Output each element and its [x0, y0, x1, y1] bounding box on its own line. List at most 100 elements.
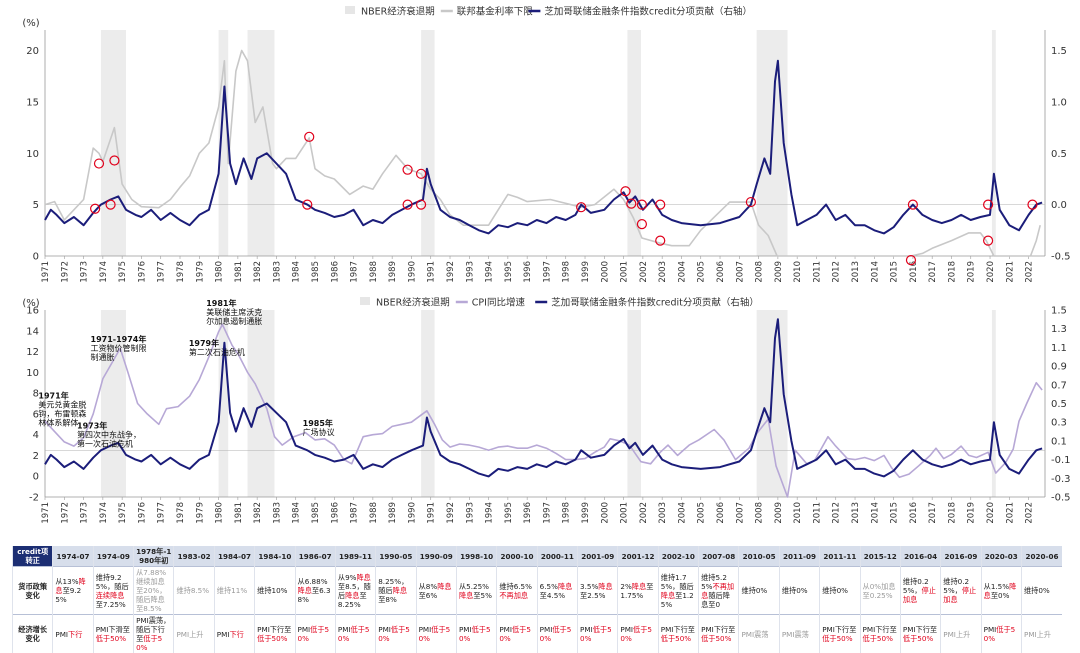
c1-recession-band-4 — [627, 30, 641, 256]
c2-ytick-right-4: 0.3 — [1051, 418, 1067, 429]
table-row-label: 经济增长变化 — [13, 615, 53, 653]
c2-annotation-3-line-0: 1971年 — [38, 391, 68, 401]
cell-text: 降息 — [661, 591, 675, 600]
table-col-header: 2011-09 — [779, 546, 819, 567]
c1-xtick-48: 2019 — [967, 261, 977, 283]
table-col-header: 2016-09 — [941, 546, 981, 567]
c2-annotation-0-line-2: 尔加息遏制通胀 — [206, 316, 262, 326]
cell-text: 低于50% — [257, 634, 287, 643]
c2-annotation-4-line-2: 第一次石油危机 — [77, 438, 133, 448]
c2-annotation-0-line-0: 1981年 — [206, 298, 236, 308]
cell-text: PMI — [459, 625, 472, 634]
cell-text: 低于50% — [661, 634, 691, 643]
c2-annotation-2-line-2: 制通胀 — [91, 352, 115, 362]
c1-xtick-4: 1975 — [118, 261, 128, 283]
table-cell: PMI低于50% — [578, 615, 618, 653]
table-cell: PMI下行至低于50% — [820, 615, 860, 653]
cell-text: PMI下行至 — [701, 625, 735, 634]
c2-xtick-28: 1999 — [581, 502, 591, 524]
c1-xtick-46: 2017 — [928, 261, 938, 283]
c1-xtick-9: 1980 — [215, 261, 225, 283]
table-cell: PMI上升 — [941, 615, 981, 653]
table-cell: 6.5%降息至4.5% — [537, 567, 577, 615]
c1-xtick-33: 2004 — [677, 261, 687, 283]
cell-text: 从6.88% — [298, 577, 328, 586]
c2-xtick-4: 1975 — [118, 502, 128, 524]
c1-legend-label-2: 芝加哥联储金融条件指数credit分项贡献（右轴） — [544, 6, 752, 18]
table-cell: PMI低于50% — [537, 615, 577, 653]
table-col-header: 1983-02 — [174, 546, 214, 567]
c2-ytick-left-1: 0 — [33, 472, 39, 483]
table-cell: 维持6.5%不再加息 — [497, 567, 537, 615]
table-col-header: 1990-09 — [416, 546, 456, 567]
cell-text: 维持0% — [741, 586, 767, 595]
table-cell: PMI低于50% — [376, 615, 416, 653]
cell-text: PMI — [620, 625, 633, 634]
table-cell: PMI下滑至低于50% — [93, 615, 133, 653]
c1-recession-band-6 — [992, 30, 996, 256]
c2-xtick-23: 1994 — [485, 502, 495, 524]
cell-text: 低于50% — [701, 634, 731, 643]
c1-xtick-50: 2021 — [1005, 261, 1015, 283]
table-cell: 从13%降息至9.25% — [53, 567, 93, 615]
cell-text: 至0% — [991, 591, 1010, 600]
c2-ytick-right-2: -0.1 — [1051, 455, 1071, 466]
cell-text: 降息 — [356, 573, 370, 582]
table-cell: PMI低于50% — [981, 615, 1021, 653]
c1-xtick-27: 1998 — [562, 261, 572, 283]
cell-text: 低于50% — [822, 634, 852, 643]
c2-ytick-right-7: 0.9 — [1051, 362, 1067, 373]
c1-xtick-38: 2009 — [774, 261, 784, 283]
table-cell: 维持0% — [739, 567, 779, 615]
cell-text: 至2.5% — [580, 591, 605, 600]
c1-xtick-51: 2022 — [1025, 261, 1035, 283]
c1-ytick-right-0: -0.5 — [1051, 252, 1071, 263]
c2-xtick-5: 1976 — [137, 502, 147, 524]
c2-xtick-30: 2001 — [620, 502, 630, 524]
cell-text: 维持0% — [782, 586, 808, 595]
c1-xtick-32: 2003 — [658, 261, 668, 283]
table-cell: 2%降息至1.75% — [618, 567, 658, 615]
cell-text: PMI — [55, 630, 68, 639]
c2-ytick-right-0: -0.5 — [1051, 493, 1071, 504]
cell-text: PMI — [499, 625, 512, 634]
table-col-header: 2000-10 — [497, 546, 537, 567]
cell-text: PMI — [580, 625, 593, 634]
c2-xtick-18: 1989 — [388, 502, 398, 524]
c1-ytick-left-0: 0 — [33, 252, 39, 263]
c2-xtick-22: 1993 — [465, 502, 475, 524]
c1-xtick-34: 2005 — [697, 261, 707, 283]
c1-series-line-0 — [45, 51, 1040, 257]
c2-ylabel: (%) — [22, 298, 39, 309]
cell-text: 至8% — [378, 595, 397, 604]
c1-xtick-10: 1981 — [234, 261, 244, 283]
c1-xtick-18: 1989 — [388, 261, 398, 283]
c2-xtick-16: 1987 — [350, 502, 360, 524]
c2-xtick-27: 1998 — [562, 502, 572, 524]
table-cell: 维持11% — [214, 567, 254, 615]
c2-xtick-12: 1983 — [272, 502, 282, 524]
c2-annotation-3-line-2: 钩，布雷顿森 — [38, 409, 86, 419]
c2-xtick-48: 2019 — [967, 502, 977, 524]
c1-xtick-15: 1986 — [330, 261, 340, 283]
c1-ytick-left-2: 10 — [26, 149, 39, 160]
c2-xtick-3: 1974 — [99, 502, 109, 524]
c2-annotation-2-line-1: 工资物价管制限 — [91, 343, 147, 353]
c1-xtick-29: 2000 — [600, 261, 610, 283]
table-cell: PMI震荡 — [739, 615, 779, 653]
table-cell: 维持0.25%，停止加息 — [941, 567, 981, 615]
cell-text: PMI — [298, 625, 311, 634]
c1-legend-label-1: 联邦基金利率下限 — [457, 6, 534, 18]
c2-xtick-9: 1980 — [215, 502, 225, 524]
c2-recession-band-3 — [421, 310, 435, 497]
cell-text: 下行 — [229, 630, 243, 639]
cell-text: PMI — [540, 625, 553, 634]
c1-xtick-3: 1974 — [99, 261, 109, 283]
cell-text: 从9% — [338, 573, 357, 582]
c1-xtick-26: 1997 — [542, 261, 552, 283]
cell-text: 维持9.25%，随后 — [96, 573, 129, 591]
